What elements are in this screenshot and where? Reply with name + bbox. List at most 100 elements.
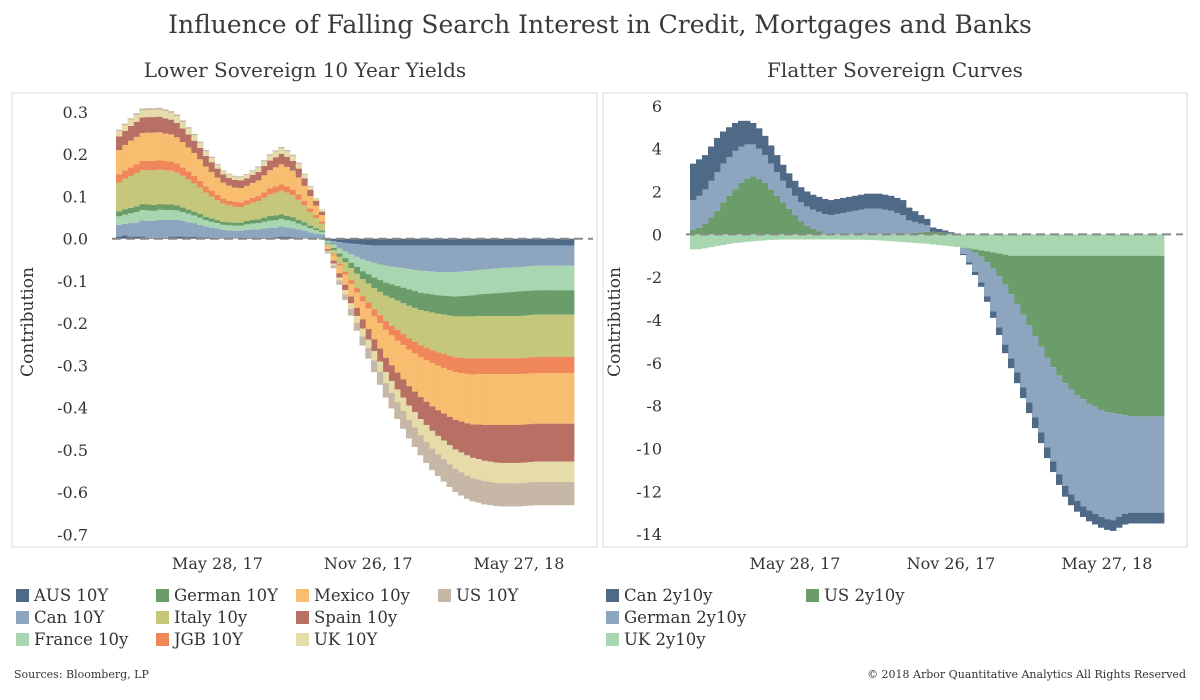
bar-segment (475, 424, 482, 460)
y-tick-label: -0.1 (57, 272, 88, 291)
bar-segment (307, 225, 314, 229)
bar-segment (510, 462, 517, 484)
bar-segment (371, 238, 378, 246)
bar-segment (834, 214, 841, 235)
bar-segment (185, 128, 192, 135)
bar-segment (966, 248, 973, 250)
bar-segment (394, 402, 401, 420)
bar-segment (220, 229, 227, 239)
bar-segment (388, 245, 395, 267)
bar-segment (278, 190, 285, 215)
bar-segment (226, 174, 233, 178)
bar-segment (458, 472, 465, 496)
bar-segment (260, 237, 268, 239)
bar-segment (116, 129, 123, 132)
bar-segment (1110, 413, 1117, 521)
bar-segment (133, 121, 140, 137)
bar-segment (202, 150, 210, 152)
bar-segment (487, 358, 494, 375)
bar-segment (260, 217, 268, 222)
bar-segment (870, 234, 877, 241)
bar-segment (568, 373, 575, 424)
bar-segment (810, 228, 817, 235)
bar-segment (301, 205, 308, 223)
bar-segment (1134, 255, 1141, 417)
bar-segment (1056, 234, 1063, 256)
bar-segment (882, 209, 889, 235)
y-tick-label: 0.1 (63, 187, 88, 206)
bar-segment (556, 356, 563, 373)
bar-segment (498, 483, 505, 507)
bar-segment (521, 482, 529, 507)
bar-segment (417, 397, 424, 420)
bar-segment (1122, 255, 1129, 416)
bar-segment (475, 294, 482, 316)
bar-segment (1062, 234, 1069, 256)
bar-segment (527, 238, 534, 246)
bar-segment (121, 170, 128, 179)
bar-segment (756, 178, 763, 235)
bar-segment (870, 193, 877, 209)
bar-segment (330, 247, 337, 251)
series-aus-10y (116, 235, 575, 246)
bar-segment (220, 171, 227, 175)
legend-swatch (806, 589, 819, 602)
bar-segment (750, 234, 757, 242)
bar-segment (168, 119, 175, 135)
bar-segment (231, 175, 239, 177)
bar-segment (278, 153, 285, 165)
bar-segment (487, 269, 494, 294)
bar-segment (768, 234, 775, 240)
bar-segment (144, 220, 152, 238)
bar-segment (972, 234, 979, 250)
bar-segment (307, 208, 314, 213)
bar-segment (417, 357, 424, 398)
bar-segment (226, 200, 233, 206)
bar-segment (1122, 415, 1129, 514)
bar-segment (400, 287, 407, 304)
bar-segment (139, 133, 146, 161)
bar-segment (440, 314, 447, 354)
bar-segment (768, 163, 775, 190)
bar-segment (834, 199, 841, 214)
bar-segment (726, 195, 733, 235)
bar-segment (990, 234, 997, 253)
legend-label: Italy 10y (174, 608, 248, 627)
legend-item: US 2y10y (806, 586, 905, 606)
bar-segment (301, 230, 308, 239)
bar-segment (1032, 336, 1039, 418)
y-tick-label: -0.3 (57, 356, 88, 375)
bar-segment (289, 189, 297, 196)
legend-label: Can 2y10y (624, 586, 713, 605)
bar-segment (423, 360, 430, 402)
bar-segment (208, 221, 215, 228)
bar-segment (214, 163, 221, 165)
bar-segment (173, 219, 181, 237)
bar-segment (521, 424, 529, 463)
bar-segment (846, 196, 853, 212)
bar-segment (359, 271, 366, 280)
bar-segment (324, 244, 331, 247)
bar-segment (458, 245, 465, 272)
bar-segment (429, 238, 436, 246)
bar-segment (562, 245, 569, 266)
bar-segment (792, 195, 799, 216)
bar-segment (469, 238, 476, 246)
bar-segment (168, 161, 175, 171)
bar-segment (798, 221, 805, 235)
bar-segment (231, 201, 239, 207)
legend-item: UK 10Y (296, 630, 377, 650)
bar-segment (702, 155, 709, 190)
y-tick-label: 0 (652, 225, 662, 244)
bar-segment (347, 283, 355, 297)
bar-segment (162, 160, 169, 171)
bar-segment (521, 245, 529, 267)
bar-segment (1014, 372, 1021, 384)
bar-segment (1026, 255, 1033, 326)
bar-segment (1044, 447, 1051, 459)
bar-segment (487, 245, 494, 270)
bar-segment (116, 150, 123, 175)
bar-segment (289, 160, 297, 171)
bar-segment (197, 224, 204, 238)
